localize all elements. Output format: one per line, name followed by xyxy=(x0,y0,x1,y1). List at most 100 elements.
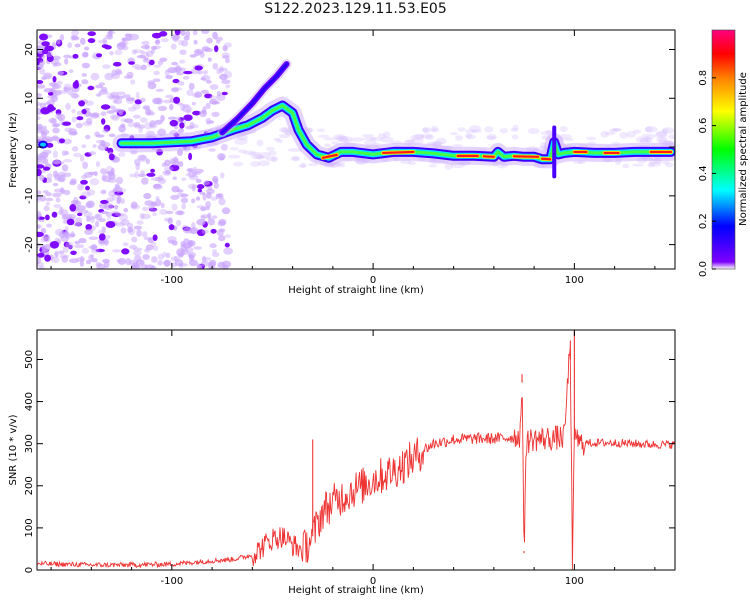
spectrogram-noise-blob xyxy=(179,59,186,64)
spectrogram-noise-blob xyxy=(157,174,164,181)
spectrogram-noise-blob xyxy=(216,68,221,75)
spectrogram-noise-blob xyxy=(39,68,46,75)
spectrogram-noise-blob xyxy=(108,153,115,161)
spectrogram-noise-blob xyxy=(116,259,122,263)
spectrogram-noise-blob xyxy=(169,164,180,172)
spectrogram-haze-blob xyxy=(484,126,494,133)
spectrogram-noise-blob xyxy=(70,92,79,99)
spectrogram-noise-blob xyxy=(197,229,206,237)
spectrogram-noise-blob xyxy=(194,91,203,98)
spectrogram-noise-blob xyxy=(101,141,111,148)
spectrogram-noise-blob xyxy=(66,214,77,219)
spectrogram-haze-blob xyxy=(622,163,630,169)
spectrogram-noise-blob xyxy=(79,154,85,163)
spectrogram-noise-blob xyxy=(63,241,70,248)
spectrogram-noise-blob xyxy=(56,80,63,85)
y-tick-label: 10 xyxy=(24,92,35,105)
spectrogram-haze-blob xyxy=(656,136,668,143)
spectrogram-haze-blob xyxy=(466,134,476,140)
spectrogram-haze-blob xyxy=(455,135,463,141)
spectrogram-noise-blob xyxy=(40,107,51,115)
spectrogram-haze-blob xyxy=(471,129,482,133)
spectrogram-noise-blob xyxy=(188,259,198,267)
spectrogram-noise-blob xyxy=(139,50,146,54)
spectrogram-noise-blob xyxy=(135,259,145,266)
spectrogram-noise-blob xyxy=(181,40,189,47)
spectrogram-noise-blob xyxy=(81,247,90,254)
spectrogram-noise-blob xyxy=(87,38,96,44)
spectrogram-haze-blob xyxy=(612,127,622,132)
spectrogram-noise-blob xyxy=(59,117,64,126)
spectrogram-noise-blob xyxy=(101,118,106,125)
spectrogram-noise-blob xyxy=(113,98,123,105)
spectrogram-noise-blob xyxy=(37,102,43,107)
spectrogram-noise-blob xyxy=(191,93,201,98)
x-tick-label: -100 xyxy=(160,275,183,286)
spectrogram-noise-blob xyxy=(131,262,138,269)
spectrogram-noise-blob xyxy=(153,64,161,68)
spectrogram-y-axis-label: Frequency (Hz) xyxy=(8,112,19,188)
spectrogram-noise-blob xyxy=(145,108,152,116)
spectrogram-haze-blob xyxy=(265,146,275,151)
spectrogram-noise-blob xyxy=(167,66,178,74)
spectrogram-noise-blob xyxy=(167,217,173,225)
spectrogram-noise-blob xyxy=(106,235,111,239)
spectrogram-noise-blob xyxy=(90,72,100,81)
spectrogram-haze-blob xyxy=(408,161,416,166)
spectrogram-noise-blob xyxy=(71,116,77,123)
spectrogram-noise-blob xyxy=(59,206,64,213)
spectrogram-noise-blob xyxy=(223,247,234,255)
spectrogram-noise-blob xyxy=(71,146,79,152)
spectrogram-noise-blob xyxy=(105,221,116,228)
spectrogram-noise-blob xyxy=(218,235,226,242)
colorbar-tick-label: 0.8 xyxy=(698,70,709,86)
spectrogram-noise-blob xyxy=(37,231,44,238)
spectrogram-noise-blob xyxy=(206,37,213,44)
colorbar-gradient xyxy=(711,29,736,270)
spectrogram-noise-blob xyxy=(171,203,178,211)
spectrogram-noise-blob xyxy=(83,171,94,178)
spectrogram-x-axis-label: Height of straight line (km) xyxy=(288,285,424,296)
spectrogram-haze-blob xyxy=(422,127,429,133)
spectrogram-haze-blob xyxy=(410,137,424,144)
x-tick-label: 100 xyxy=(565,576,584,587)
spectrogram-noise-blob xyxy=(145,244,154,251)
spectrogram-noise-blob xyxy=(96,53,102,58)
spectrogram-noise-blob xyxy=(52,76,57,83)
spectrogram-noise-blob xyxy=(111,193,122,201)
spectrogram-noise-blob xyxy=(44,254,51,262)
spectrogram-noise-blob xyxy=(89,178,100,186)
spectrogram-noise-blob xyxy=(208,259,217,267)
spectrogram-noise-blob xyxy=(133,49,143,54)
spectrogram-noise-blob xyxy=(100,190,107,195)
spectrogram-noise-blob xyxy=(157,178,167,185)
spectrogram-noise-blob xyxy=(52,160,61,165)
spectrogram-noise-blob xyxy=(153,98,163,105)
spectrogram-haze-blob xyxy=(243,150,256,155)
spectrogram-noise-blob xyxy=(164,166,174,172)
spectrogram-noise-blob xyxy=(205,102,211,110)
spectrogram-noise-blob xyxy=(150,168,156,173)
spectrogram-noise-blob xyxy=(178,117,184,123)
spectrogram-haze-blob xyxy=(336,135,344,142)
spectrogram-noise-blob xyxy=(150,241,157,247)
spectrogram-haze-blob xyxy=(633,129,641,134)
x-tick-label: -100 xyxy=(160,576,183,587)
spectrogram-noise-blob xyxy=(219,156,225,161)
spectrogram-noise-blob xyxy=(177,81,185,86)
spectrogram-noise-blob xyxy=(37,256,41,264)
spectrogram-noise-blob xyxy=(54,173,60,181)
spectrogram-noise-blob xyxy=(63,159,73,163)
spectrogram-noise-blob xyxy=(88,254,93,262)
spectrogram-noise-blob xyxy=(127,122,135,128)
spectrogram-noise-blob xyxy=(54,251,59,258)
spectrogram-haze-blob xyxy=(259,151,271,159)
spectrogram-haze-blob xyxy=(413,133,425,139)
spectrogram-noise-blob xyxy=(41,54,46,60)
spectrogram-haze-blob xyxy=(425,134,435,141)
spectrogram-noise-blob xyxy=(180,30,186,36)
spectrogram-noise-blob xyxy=(169,103,174,111)
spectrogram-haze-blob xyxy=(405,139,416,143)
spectrogram-noise-blob xyxy=(111,69,118,77)
spectrogram-haze-blob xyxy=(641,133,656,140)
